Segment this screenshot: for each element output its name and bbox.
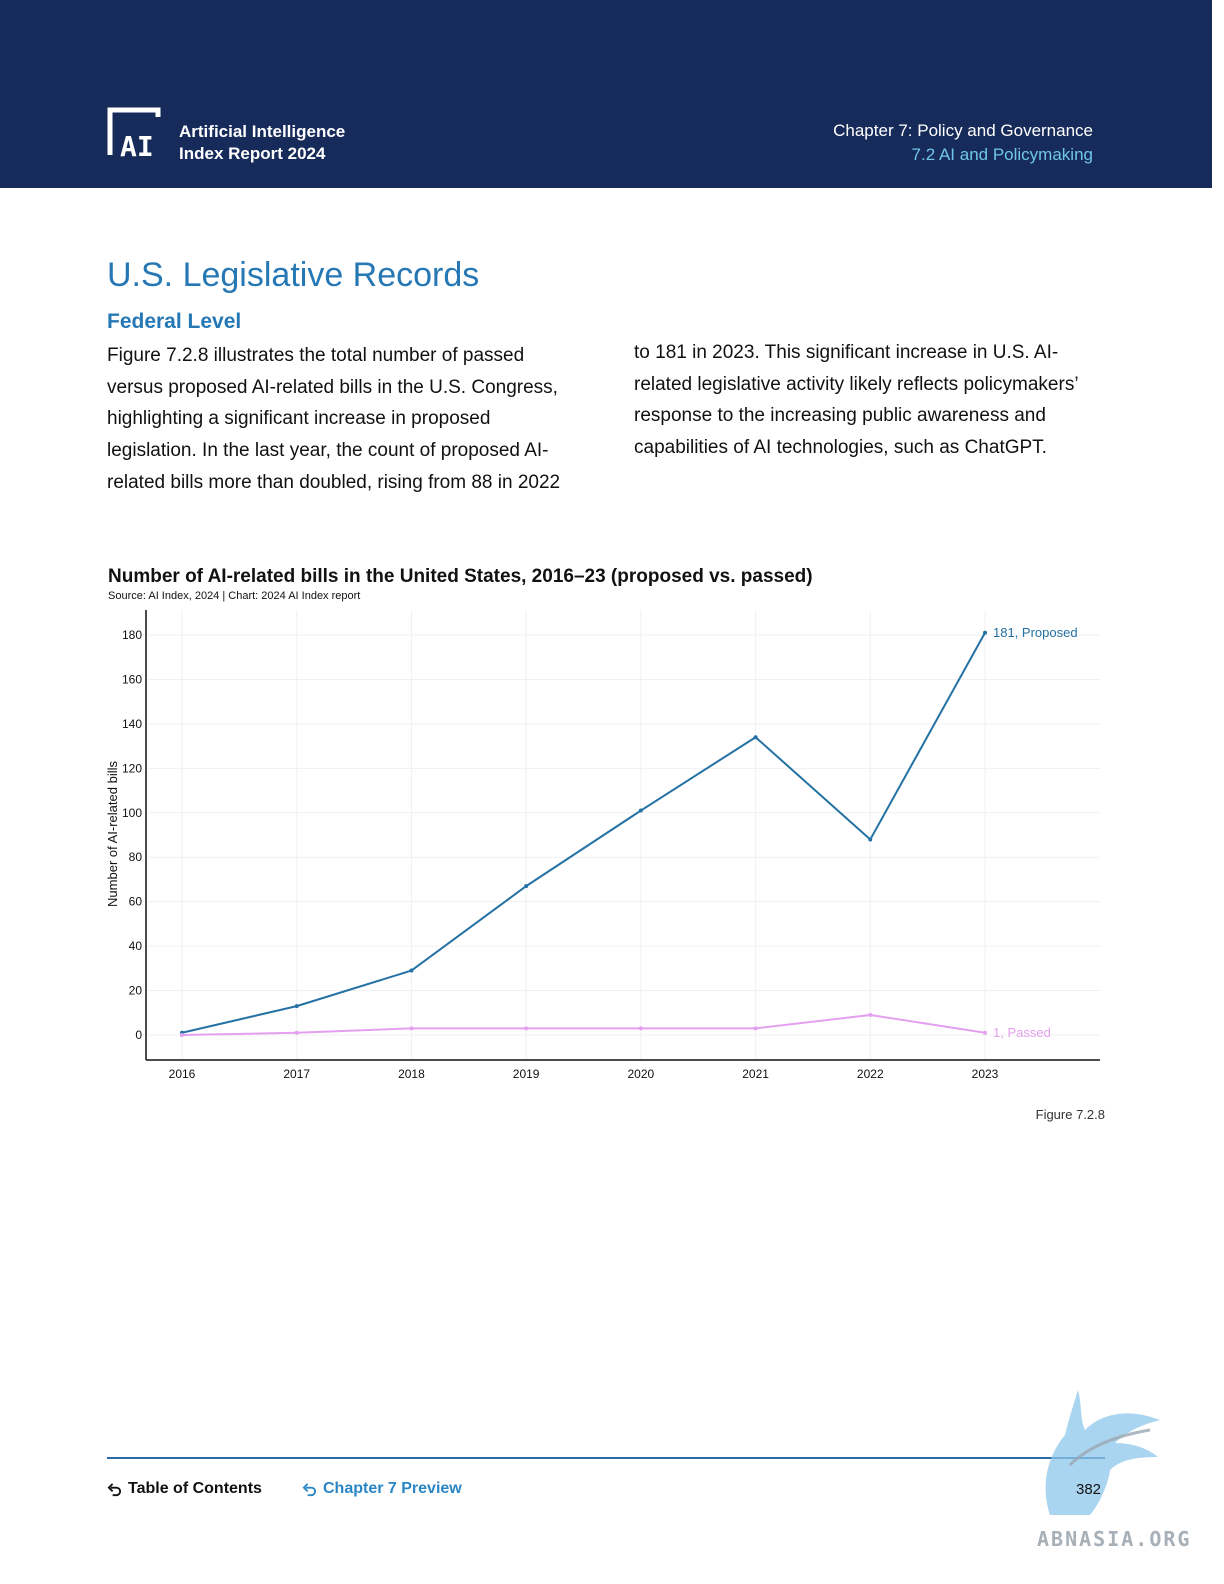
- y-tick-label: 160: [122, 672, 142, 686]
- data-point-passed: [983, 1030, 987, 1035]
- data-point-passed: [753, 1026, 758, 1031]
- page-heading: U.S. Legislative Records: [107, 256, 480, 294]
- logo-text: AI: [120, 130, 154, 159]
- data-point-proposed: [294, 1004, 299, 1009]
- chapter-block: Chapter 7: Policy and Governance 7.2 AI …: [833, 119, 1093, 167]
- data-point-proposed: [638, 808, 643, 813]
- x-tick-label: 2020: [628, 1067, 655, 1081]
- data-point-proposed: [868, 837, 873, 842]
- paragraph-right: to 181 in 2023. This significant increas…: [634, 342, 1078, 459]
- figure-label: Figure 7.2.8: [1035, 1107, 1105, 1122]
- y-tick-label: 180: [122, 628, 142, 642]
- data-point-passed: [180, 1033, 184, 1037]
- chart-source: Source: AI Index, 2024 | Chart: 2024 AI …: [108, 590, 361, 602]
- table-of-contents-link[interactable]: Table of Contents: [107, 1480, 262, 1498]
- x-tick-label: 2022: [857, 1067, 884, 1081]
- y-tick-label: 0: [135, 1028, 142, 1042]
- page-number: 382: [1076, 1481, 1102, 1498]
- report-header: AI Artificial Intelligence Index Report …: [0, 0, 1212, 188]
- x-tick-label: 2016: [169, 1067, 196, 1081]
- data-point-proposed: [524, 884, 529, 889]
- data-point-passed: [638, 1026, 643, 1031]
- series-end-label-proposed: 181, Proposed: [993, 625, 1078, 640]
- watermark-text: ABNASIA.ORG: [1037, 1527, 1192, 1551]
- y-tick-label: 100: [122, 806, 142, 820]
- chapter-preview-link[interactable]: Chapter 7 Preview: [302, 1480, 462, 1498]
- x-tick-label: 2023: [972, 1067, 999, 1081]
- y-tick-label: 40: [129, 939, 143, 953]
- report-title-line1: Artificial Intelligence: [179, 122, 346, 141]
- return-arrow-icon: [302, 1482, 317, 1496]
- y-tick-label: 140: [122, 717, 142, 731]
- chart-series: 181, Proposed 1, Passed: [180, 625, 1078, 1040]
- data-point-proposed: [983, 630, 987, 635]
- data-point-passed: [868, 1013, 873, 1017]
- report-title-line2: Index Report 2024: [179, 144, 326, 163]
- report-title: Artificial Intelligence Index Report 202…: [179, 121, 345, 165]
- footer-divider: [107, 1457, 1105, 1459]
- x-tick-labels: 2016 2017 2018 2019 2020 2021 2022 2023: [169, 1067, 999, 1081]
- data-point-passed: [409, 1026, 414, 1031]
- y-tick-label: 120: [122, 761, 142, 775]
- x-tick-label: 2021: [742, 1067, 769, 1081]
- data-point-passed: [294, 1030, 299, 1035]
- data-point-proposed: [409, 968, 414, 973]
- y-tick-labels: 0 20 40 60 80 100 120 140 160 180: [122, 628, 142, 1042]
- x-tick-label: 2018: [398, 1067, 425, 1081]
- chapter-preview-label: Chapter 7 Preview: [323, 1480, 462, 1497]
- section-title[interactable]: 7.2 AI and Policymaking: [911, 145, 1093, 164]
- series-line-proposed: [181, 632, 986, 1034]
- data-point-proposed: [753, 735, 758, 740]
- griffin-watermark-icon: [1045, 1390, 1160, 1515]
- subheading: Federal Level: [107, 310, 242, 333]
- y-axis-label: Number of AI-related bills: [105, 761, 120, 907]
- paragraph-left: Figure 7.2.8 illustrates the total numbe…: [107, 345, 561, 493]
- y-tick-label: 20: [129, 984, 143, 998]
- data-point-passed: [524, 1026, 529, 1031]
- chart-title: Number of AI-related bills in the United…: [108, 566, 813, 587]
- series-end-label-passed: 1, Passed: [993, 1025, 1051, 1040]
- chapter-title[interactable]: Chapter 7: Policy and Governance: [833, 121, 1093, 140]
- ai-index-logo: AI: [107, 107, 161, 159]
- y-tick-label: 60: [129, 895, 143, 909]
- table-of-contents-label: Table of Contents: [128, 1480, 262, 1497]
- series-line-passed: [181, 1014, 986, 1036]
- return-arrow-icon: [107, 1482, 122, 1496]
- chart-grid: [146, 610, 1100, 1060]
- y-tick-label: 80: [129, 850, 143, 864]
- x-tick-label: 2019: [513, 1067, 540, 1081]
- x-tick-label: 2017: [283, 1067, 310, 1081]
